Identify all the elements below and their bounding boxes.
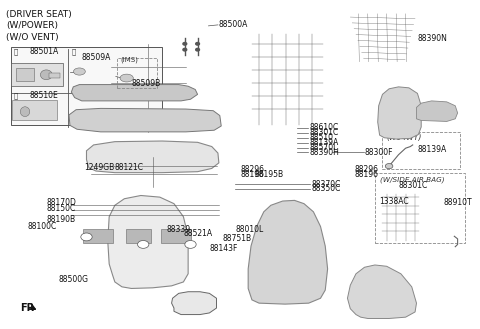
Text: 88139A: 88139A <box>309 138 338 147</box>
Circle shape <box>385 164 393 169</box>
Polygon shape <box>69 108 221 132</box>
Bar <box>48 73 60 78</box>
Polygon shape <box>108 195 188 289</box>
Ellipse shape <box>120 74 133 82</box>
Text: 88121C: 88121C <box>115 163 144 172</box>
Text: 1249GB: 1249GB <box>84 163 114 172</box>
FancyBboxPatch shape <box>126 229 151 243</box>
Text: 88350C: 88350C <box>311 185 340 193</box>
Text: 88390H: 88390H <box>309 148 339 157</box>
Text: 88339: 88339 <box>167 225 191 234</box>
Text: 88100C: 88100C <box>27 222 57 231</box>
Text: 88190B: 88190B <box>46 215 75 224</box>
Text: 88390N: 88390N <box>418 35 447 43</box>
Text: 88370C: 88370C <box>311 180 340 189</box>
Text: Ⓐ: Ⓐ <box>13 48 17 55</box>
Circle shape <box>196 42 200 45</box>
Text: FR: FR <box>20 303 35 313</box>
Text: 88196: 88196 <box>240 170 264 179</box>
FancyBboxPatch shape <box>15 68 35 81</box>
Text: c: c <box>189 242 192 247</box>
Text: (W04WY): (W04WY) <box>387 133 422 142</box>
Ellipse shape <box>40 70 52 80</box>
Text: 88195B: 88195B <box>254 170 284 179</box>
Text: Ⓒ: Ⓒ <box>13 92 17 99</box>
Text: 88010L: 88010L <box>235 225 264 234</box>
Text: 88296: 88296 <box>355 165 379 174</box>
Polygon shape <box>348 265 417 318</box>
Text: 88751B: 88751B <box>223 234 252 243</box>
Circle shape <box>81 233 92 241</box>
Ellipse shape <box>20 107 30 116</box>
FancyBboxPatch shape <box>12 100 57 120</box>
Text: 1338AC: 1338AC <box>380 196 409 206</box>
Text: 88170D: 88170D <box>46 198 76 208</box>
Text: 88521A: 88521A <box>183 230 213 239</box>
Polygon shape <box>86 141 219 173</box>
FancyBboxPatch shape <box>11 63 63 86</box>
Polygon shape <box>417 101 457 121</box>
Polygon shape <box>171 292 216 315</box>
Text: a: a <box>84 235 88 240</box>
Circle shape <box>183 48 187 51</box>
Text: b: b <box>141 242 145 247</box>
Circle shape <box>185 240 196 248</box>
Text: 88143F: 88143F <box>209 244 238 253</box>
Circle shape <box>183 42 187 45</box>
Text: 88510: 88510 <box>309 133 333 142</box>
Text: 88301C: 88301C <box>398 181 428 190</box>
Circle shape <box>196 48 200 51</box>
Text: 88300F: 88300F <box>364 148 393 157</box>
Ellipse shape <box>73 68 85 75</box>
Text: (IMS): (IMS) <box>120 56 138 63</box>
Text: 88301C: 88301C <box>309 128 338 137</box>
Text: 88509B: 88509B <box>132 79 161 89</box>
Text: 88150C: 88150C <box>46 204 75 213</box>
Text: 88510E: 88510E <box>30 91 59 100</box>
Text: 88509A: 88509A <box>82 53 111 62</box>
Text: 88500A: 88500A <box>219 20 248 29</box>
Polygon shape <box>378 87 421 139</box>
Text: (DRIVER SEAT)
(W/POWER)
(W/O VENT): (DRIVER SEAT) (W/POWER) (W/O VENT) <box>6 10 72 42</box>
Polygon shape <box>248 200 328 304</box>
FancyBboxPatch shape <box>161 229 192 243</box>
Text: 88500G: 88500G <box>58 275 88 284</box>
Polygon shape <box>72 85 198 101</box>
Text: 88910T: 88910T <box>444 198 472 208</box>
Text: 88610C: 88610C <box>309 123 338 133</box>
Circle shape <box>138 240 149 248</box>
FancyBboxPatch shape <box>11 47 162 125</box>
Text: 88501A: 88501A <box>30 47 59 56</box>
Text: Ⓑ: Ⓑ <box>72 48 76 55</box>
FancyBboxPatch shape <box>83 229 113 243</box>
Text: (W/SIDE AIR BAG): (W/SIDE AIR BAG) <box>380 177 444 183</box>
Text: 88296: 88296 <box>240 165 264 174</box>
Text: 88139A: 88139A <box>418 145 447 154</box>
Text: 88196: 88196 <box>355 170 379 179</box>
Text: 88570L: 88570L <box>309 143 337 152</box>
